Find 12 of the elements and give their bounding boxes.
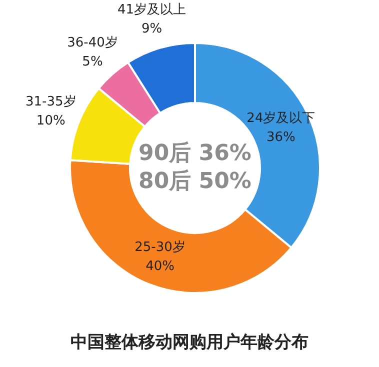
data-label: 40% [146, 258, 174, 274]
slice-label: 25-30岁 [134, 240, 186, 255]
slice-label: 31-35岁 [25, 94, 76, 110]
slice-label: 41岁及以上 [117, 2, 186, 18]
text: 中国整体移动网购用户年龄分布 [70, 332, 308, 353]
data-label: 36% [266, 130, 296, 146]
data-label: 10% [36, 113, 66, 129]
text: 90后 36% [138, 141, 252, 166]
text: 80后 50% [138, 169, 252, 194]
slice-label: 36-40岁 [67, 35, 118, 50]
data-label: 5% [82, 54, 103, 70]
data-label: 9% [141, 22, 162, 37]
